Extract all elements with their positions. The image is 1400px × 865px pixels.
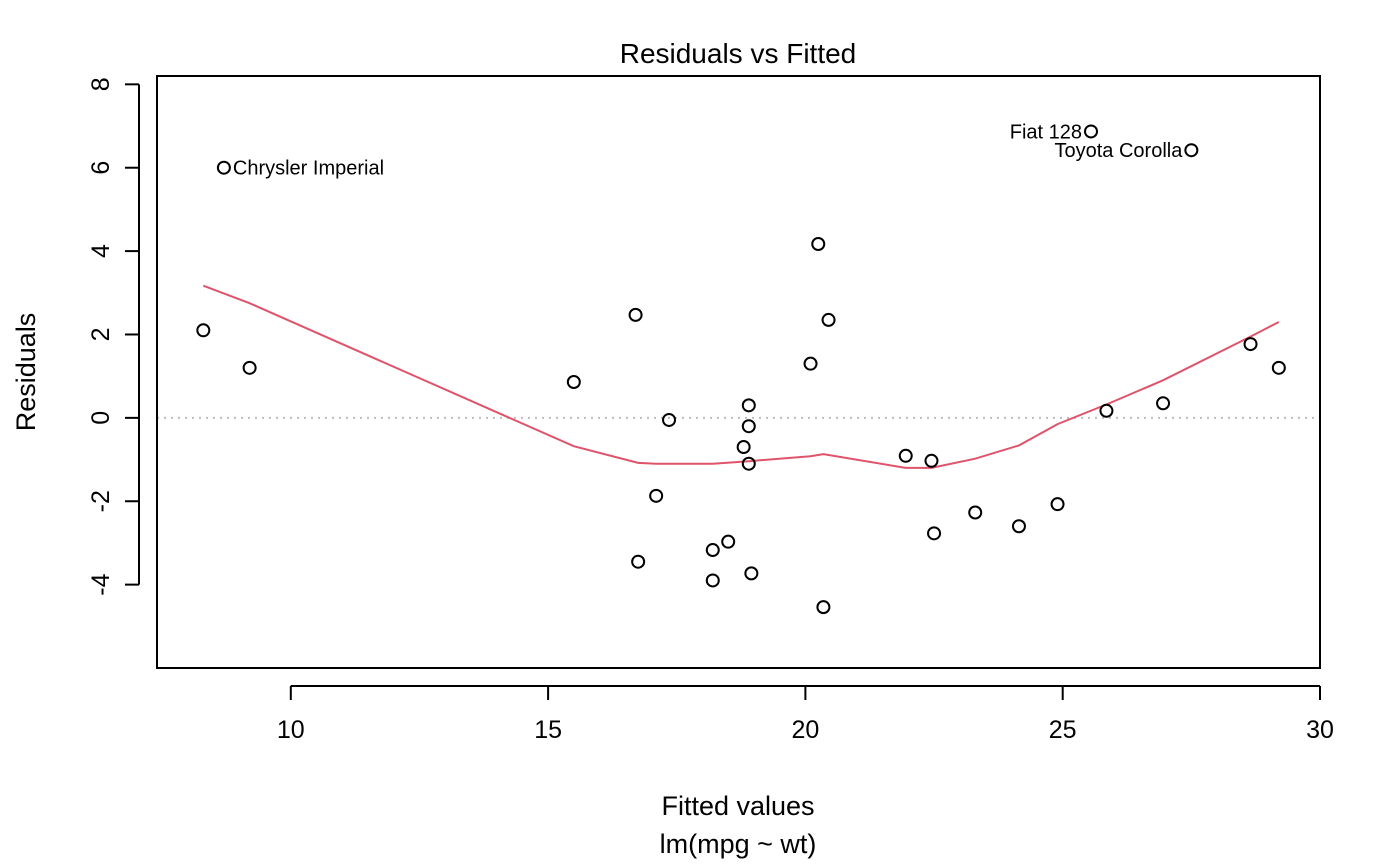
data-point <box>242 360 257 375</box>
data-point <box>968 505 983 520</box>
point-label: Fiat 128 <box>1010 121 1082 143</box>
data-point <box>628 307 643 322</box>
data-point <box>736 440 751 455</box>
y-tick-label: 4 <box>87 244 115 258</box>
y-tick-label: 6 <box>87 161 115 175</box>
x-axis-subtitle: lm(mpg ~ wt) <box>660 829 817 859</box>
data-point <box>811 237 826 252</box>
data-point <box>741 398 756 413</box>
data-point <box>196 323 211 338</box>
data-point <box>816 600 831 615</box>
y-tick-label: 2 <box>87 328 115 342</box>
plot-frame <box>156 75 1321 669</box>
data-point <box>927 526 942 541</box>
data-point <box>744 566 759 581</box>
data-point <box>1011 519 1026 534</box>
data-point <box>1050 497 1065 512</box>
data-point <box>741 456 756 471</box>
x-tick-label: 30 <box>1306 716 1334 744</box>
data-point <box>721 534 736 549</box>
y-axis-label: Residuals <box>11 313 41 432</box>
data-point <box>1084 124 1099 139</box>
data-point <box>924 453 939 468</box>
data-point <box>566 375 581 390</box>
point-label: Toyota Corolla <box>1055 140 1184 162</box>
data-point <box>216 160 231 175</box>
data-point <box>1271 360 1286 375</box>
data-point <box>631 554 646 569</box>
data-point <box>705 543 720 558</box>
data-point <box>1184 143 1199 158</box>
data-point <box>705 573 720 588</box>
data-point <box>803 356 818 371</box>
x-axis-label: Fitted values <box>661 791 814 821</box>
data-point <box>821 312 836 327</box>
x-tick-label: 10 <box>277 716 305 744</box>
y-tick-label: 0 <box>87 411 115 425</box>
data-point <box>898 448 913 463</box>
x-tick-label: 25 <box>1049 716 1077 744</box>
y-tick-label: -4 <box>87 573 115 595</box>
y-tick-label: -2 <box>87 490 115 512</box>
data-point <box>662 412 677 427</box>
plot-layer: 10 15 20 25 30 -4 -2 0 2 4 6 8 Chrysler Imperial Fiat… <box>87 77 1334 744</box>
data-point <box>1156 396 1171 411</box>
data-point <box>1099 403 1114 418</box>
chart-title: Residuals vs Fitted <box>620 38 857 69</box>
x-tick-label: 15 <box>534 716 562 744</box>
x-tick-label: 20 <box>791 716 819 744</box>
y-tick-label: 8 <box>87 77 115 91</box>
point-label: Chrysler Imperial <box>233 158 384 180</box>
data-point <box>741 419 756 434</box>
smooth-trend-line <box>202 284 1280 469</box>
data-point <box>649 488 664 503</box>
data-point <box>1243 337 1258 352</box>
